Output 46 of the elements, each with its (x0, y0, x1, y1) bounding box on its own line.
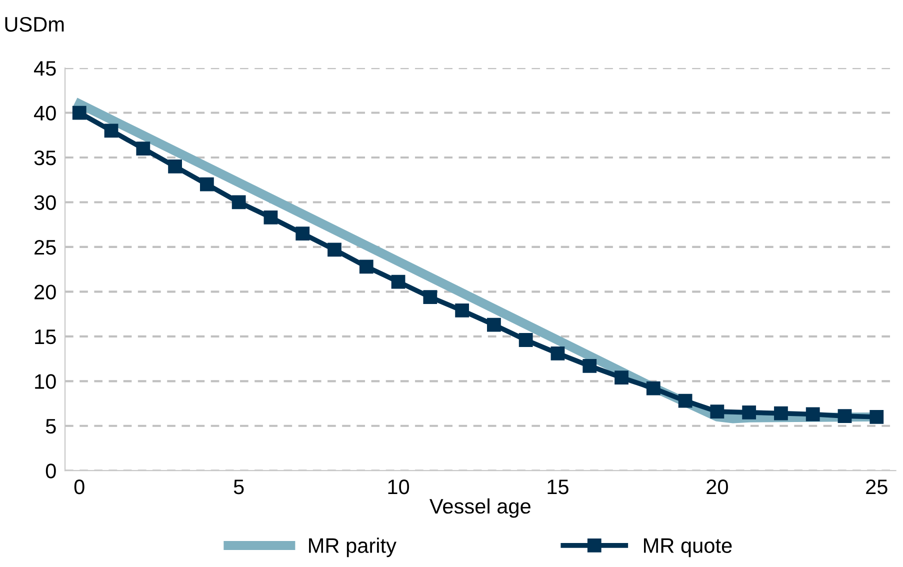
point (774, 406, 788, 420)
point (838, 409, 852, 423)
point (296, 226, 310, 240)
y-tick-label: 5 (46, 419, 56, 434)
y-tick-label: 40 (34, 106, 56, 121)
point (742, 406, 756, 420)
legend-label: MR parity (309, 538, 396, 558)
x-tick-label: 15 (548, 480, 568, 494)
point (678, 394, 692, 408)
point (359, 260, 374, 274)
point (582, 358, 597, 373)
point (328, 242, 342, 257)
y-tick-label: 45 (34, 61, 56, 76)
point (200, 177, 214, 192)
x-tick-label: 0 (74, 479, 84, 494)
point (487, 318, 501, 332)
point (870, 410, 884, 424)
x-axis-title: Vessel age (430, 498, 530, 518)
point (136, 142, 150, 156)
point (455, 304, 470, 318)
point (423, 290, 438, 304)
y-tick-label: 30 (34, 195, 56, 210)
point (168, 160, 182, 174)
y-tick-label: 25 (34, 240, 56, 255)
legend-label: MR quote (644, 538, 732, 558)
point (614, 370, 628, 385)
y-tick-label: 15 (35, 330, 56, 344)
point (391, 274, 406, 289)
point (72, 106, 86, 120)
x-tick-label: 5 (234, 480, 244, 494)
point (806, 407, 820, 422)
x-tick-label: 25 (866, 479, 888, 494)
x-tick-label: 20 (706, 479, 728, 494)
point (104, 124, 118, 138)
point (646, 381, 660, 396)
y-tick-label: 35 (34, 150, 56, 166)
y-axis-title: USDm (5, 16, 64, 32)
point (518, 333, 533, 347)
y-tick-label: 10 (35, 374, 56, 389)
y-tick-label: 0 (46, 464, 56, 478)
point (264, 210, 278, 224)
point (550, 346, 565, 360)
point (710, 404, 724, 419)
point (232, 195, 246, 210)
x-tick-label: 10 (388, 479, 410, 494)
y-tick-label: 20 (34, 284, 56, 300)
